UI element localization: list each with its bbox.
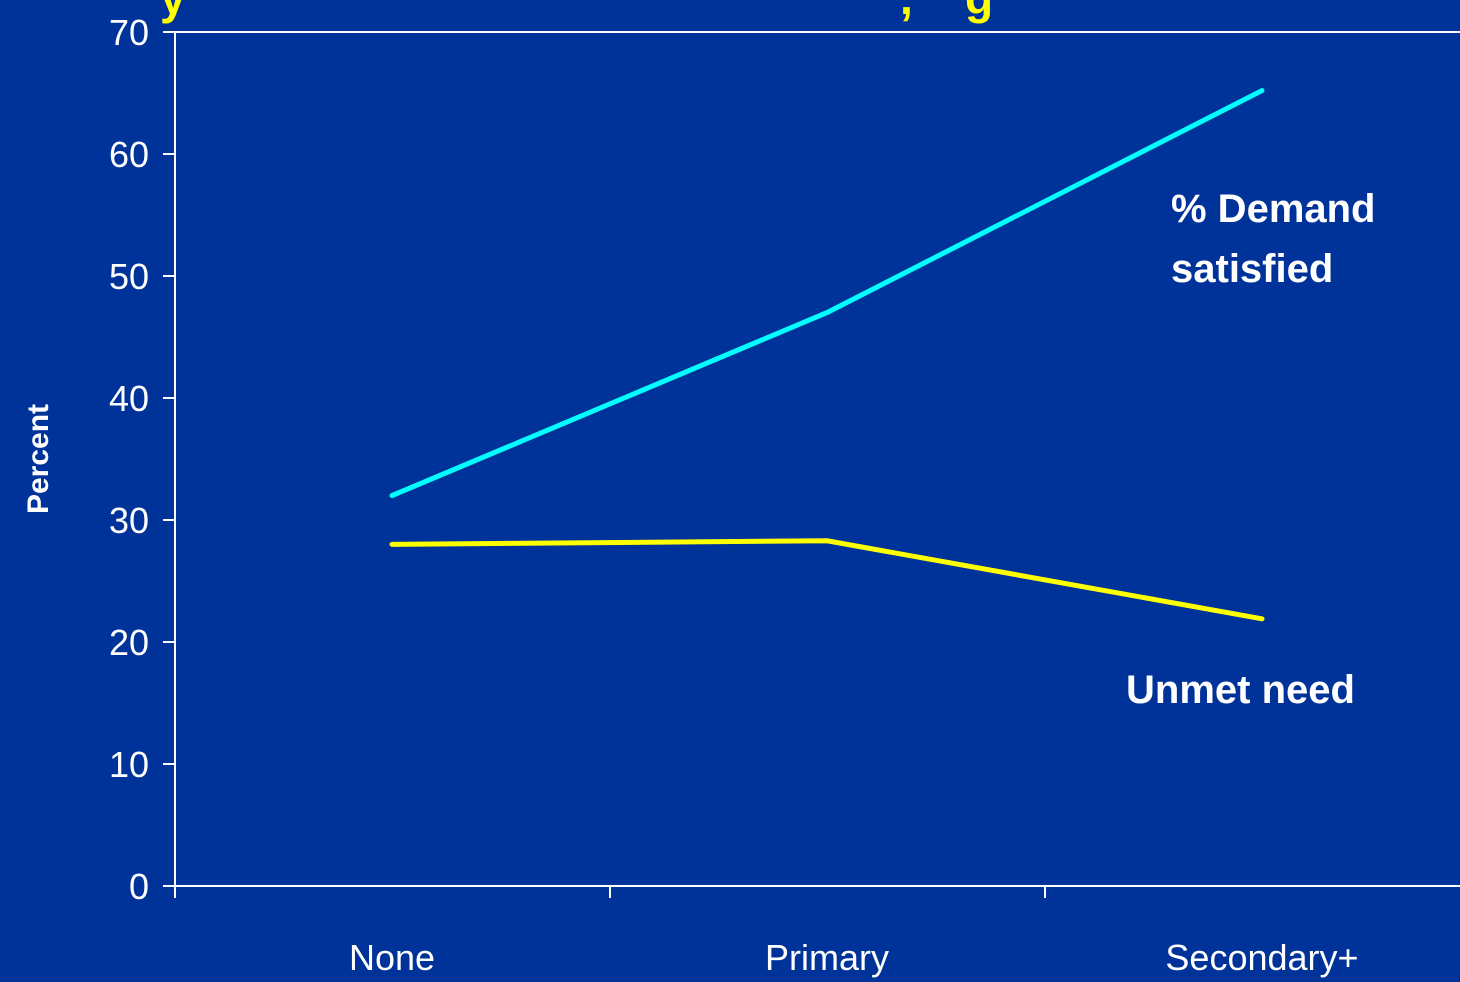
series-line-demand-satisfied (389, 88, 1265, 499)
y-tick-label: 20 (109, 622, 149, 663)
chart-title-fragment: y, g (160, 0, 993, 24)
y-tick-label: 10 (109, 744, 149, 785)
y-tick-label: 60 (109, 134, 149, 175)
y-tick-label: 40 (109, 378, 149, 419)
x-tick-label: Primary (765, 937, 889, 978)
annotation-demand-line1: % Demand (1171, 187, 1376, 231)
y-tick-label: 50 (109, 256, 149, 297)
x-tick-label: Secondary+ (1165, 937, 1358, 978)
series-line-unmet-need (389, 538, 1265, 622)
y-tick-label: 30 (109, 500, 149, 541)
title-fragment-comma: , (900, 0, 913, 24)
y-tick-label: 0 (129, 866, 149, 907)
y-axis-label: Percent (22, 404, 55, 514)
title-fragment-g: g (965, 0, 993, 24)
annotation-unmet-need: Unmet need (1126, 668, 1355, 712)
x-tick-label: None (349, 937, 435, 978)
title-fragment-y: y (160, 0, 186, 24)
y-tick-label: 70 (109, 12, 149, 53)
annotation-demand-line2: satisfied (1171, 247, 1333, 291)
